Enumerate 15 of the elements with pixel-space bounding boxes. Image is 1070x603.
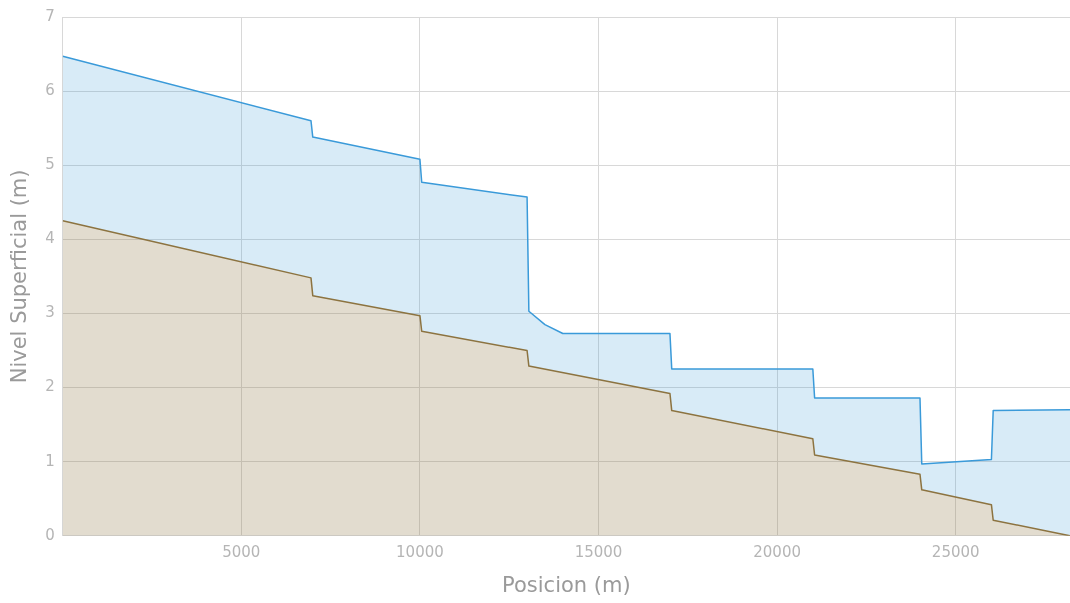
y-tick-label: 7	[45, 6, 55, 25]
y-tick-label: 0	[45, 525, 55, 544]
y-tick-label: 2	[45, 377, 55, 396]
y-tick-label: 1	[45, 451, 55, 470]
y-axis-title: Nivel Superficial (m)	[7, 169, 32, 384]
y-tick-label: 6	[45, 81, 55, 99]
x-axis-title: Posicion (m)	[502, 572, 631, 597]
x-tick-label: 25000	[931, 542, 980, 561]
x-tick-label: 15000	[574, 542, 623, 561]
y-tick-label: 5	[45, 155, 55, 174]
x-tick-label: 10000	[396, 542, 444, 561]
y-tick-label: 3	[45, 303, 55, 322]
y-tick-label: 4	[45, 229, 55, 248]
x-tick-label: 20000	[753, 542, 801, 561]
x-tick-label: 5000	[222, 542, 261, 561]
